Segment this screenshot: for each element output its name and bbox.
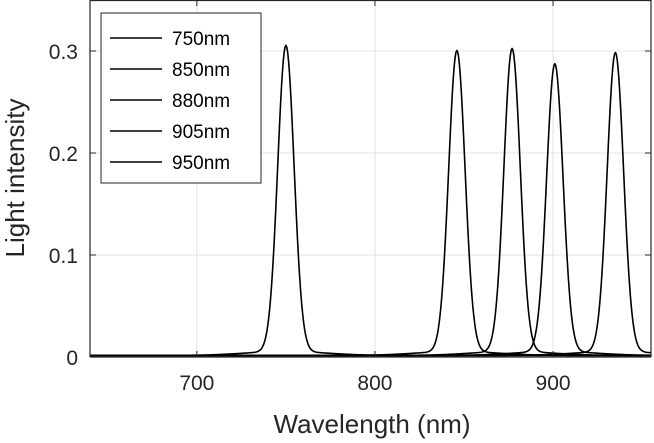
series-lines [90,44,652,357]
y-axis-label: Light intensity [0,99,30,258]
x-tick-label: 800 [357,372,392,395]
series-line-950nm [90,51,652,357]
legend-label: 905nm [172,122,230,143]
y-tick-label: 0.1 [49,245,78,268]
axes [89,0,652,358]
y-tick-label: 0.3 [49,41,78,64]
legend-label: 850nm [172,60,230,81]
x-axis-label: Wavelength (nm) [274,409,471,439]
x-tick-label: 900 [536,372,571,395]
legend-label: 880nm [172,91,230,112]
legend-label: 950nm [172,153,230,174]
ticks: 700 800 900 0 0.1 0.2 0.3 [49,0,651,395]
y-tick-label: 0 [66,347,78,370]
legend-box [100,12,262,184]
legend: 750nm 850nm 880nm 905nm 950nm [100,12,262,184]
legend-label: 750nm [172,29,230,50]
y-tick-label: 0.2 [49,143,78,166]
x-tick-label: 700 [179,372,214,395]
